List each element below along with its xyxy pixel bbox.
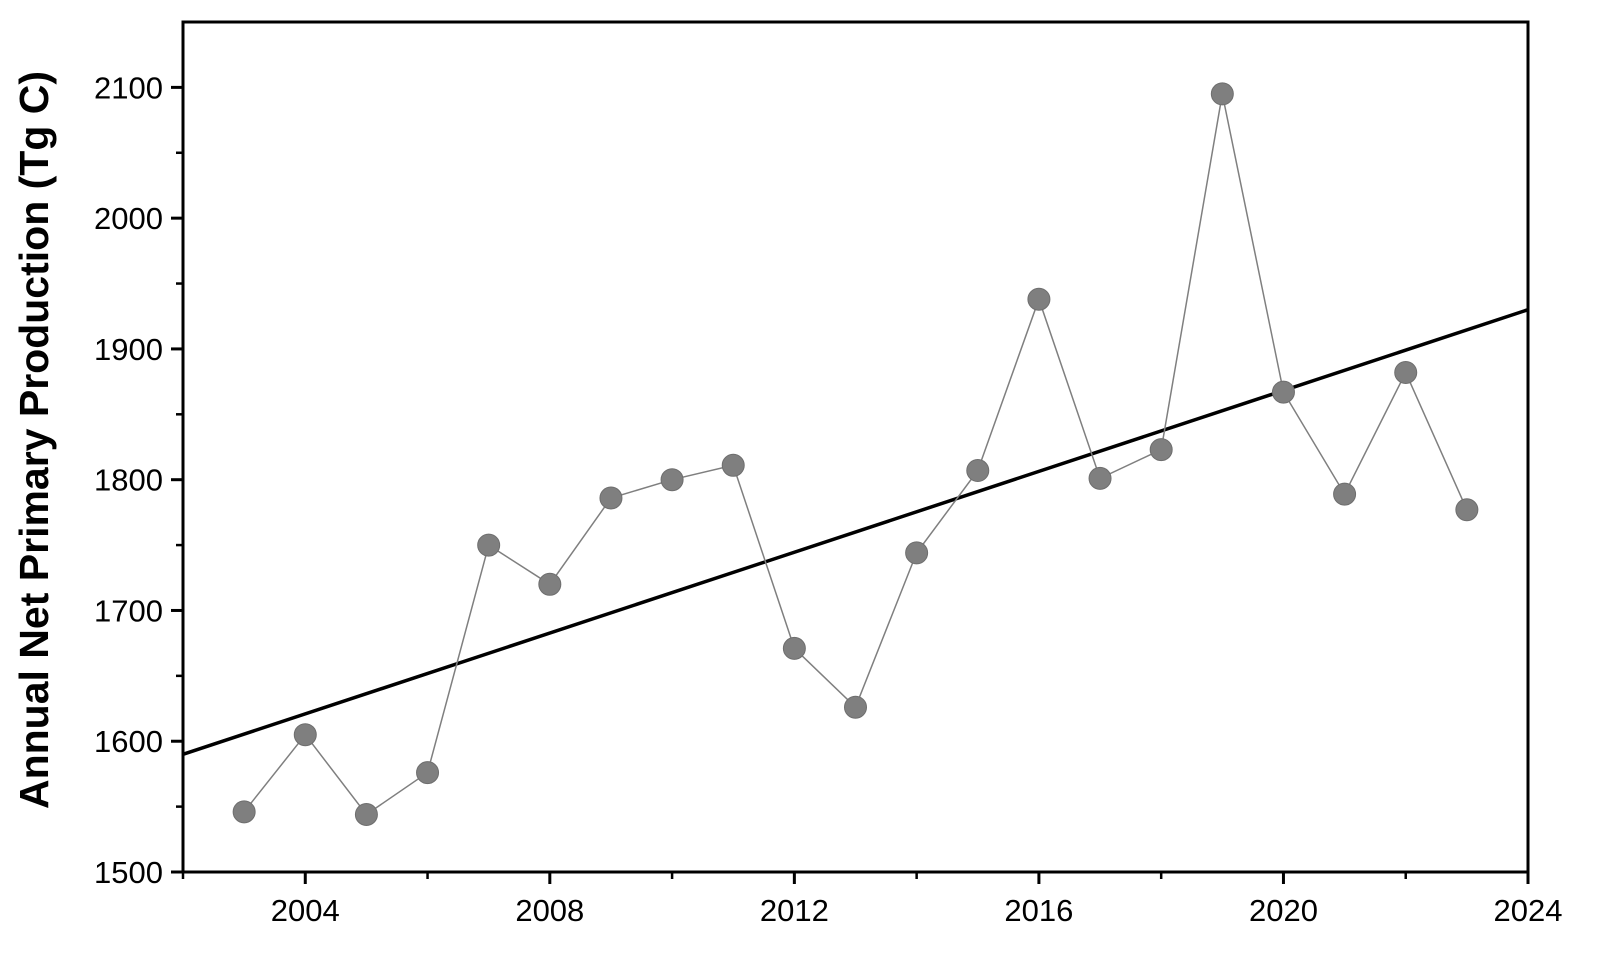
- data-point: [721, 453, 745, 477]
- plot-border: [181, 20, 1530, 874]
- x-tick-label: 2020: [1249, 893, 1318, 928]
- x-tick-label: 2016: [1004, 893, 1073, 928]
- data-point: [905, 541, 929, 565]
- y-axis-title: Annual Net Primary Production (Tg C): [11, 71, 57, 809]
- data-point: [416, 761, 440, 785]
- trendline-layer: [182, 308, 1529, 756]
- data-point: [477, 533, 501, 557]
- data-point: [1394, 360, 1418, 384]
- data-point: [1271, 380, 1295, 404]
- x-tick-label: 2004: [271, 893, 340, 928]
- x-tick-label: 2012: [760, 893, 829, 928]
- data-point: [660, 468, 684, 492]
- y-axis: 1500 1600 1700 1800 1900 2000 2100: [94, 70, 183, 890]
- x-axis: 2004 2008 2012 2016 2020 2024: [181, 872, 1563, 928]
- data-point: [1149, 438, 1173, 462]
- y-tick-label: 1900: [94, 332, 163, 367]
- data-point: [538, 572, 562, 596]
- y-tick-label: 1500: [94, 855, 163, 890]
- data-point: [844, 695, 867, 719]
- y-tick-label: 1800: [94, 463, 163, 498]
- plot-frame: [181, 20, 1530, 874]
- y-tick-label: 1600: [94, 724, 163, 759]
- data-point: [1210, 82, 1234, 106]
- x-tick-label: 2008: [515, 893, 584, 928]
- series-layer: [232, 82, 1479, 826]
- data-point: [599, 486, 623, 510]
- data-point: [354, 802, 378, 826]
- data-point: [966, 459, 990, 483]
- y-tick-label: 1700: [94, 593, 163, 628]
- y-tick-label: 2000: [94, 201, 163, 236]
- data-point: [1027, 287, 1051, 311]
- data-point: [782, 636, 806, 660]
- plot-area: [181, 20, 1530, 874]
- data-point: [1088, 466, 1112, 490]
- data-point: [1455, 498, 1479, 522]
- data-point: [232, 800, 256, 824]
- trend-line: [182, 308, 1529, 756]
- y-tick-label: 2100: [94, 70, 163, 105]
- data-point: [293, 723, 317, 747]
- data-point: [1333, 482, 1357, 506]
- x-tick-label: 2024: [1494, 893, 1563, 928]
